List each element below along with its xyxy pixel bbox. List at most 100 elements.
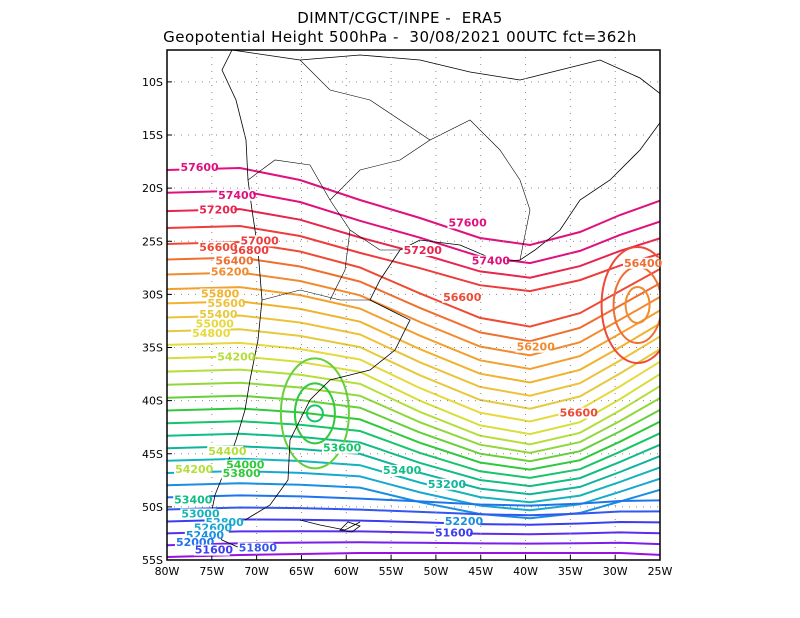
contour-label-background <box>207 445 244 457</box>
contour-label: 51600 <box>435 527 474 540</box>
contour-label: 54400 <box>208 445 247 458</box>
contour-label-background <box>209 266 246 278</box>
contour-line <box>167 457 660 504</box>
contour-label: 55400 <box>199 308 238 321</box>
contour-label: 53400 <box>383 464 422 477</box>
x-tick-label: 70W <box>244 565 269 578</box>
contour-label: 52200 <box>445 515 484 528</box>
contour-label: 56600 <box>443 291 482 304</box>
coastlines <box>209 50 660 549</box>
x-tick-label: 60W <box>334 565 359 578</box>
contour-label: 55800 <box>201 288 240 301</box>
contour-label-background <box>194 318 231 330</box>
contour-label-background <box>184 529 221 541</box>
contour-line <box>167 552 660 558</box>
y-tick-label: 15S <box>142 129 163 142</box>
contour-label-background <box>434 527 471 539</box>
contour-label-background <box>442 291 479 303</box>
contour-line <box>167 286 660 371</box>
country-border <box>261 289 370 301</box>
contour-label-background <box>179 162 216 174</box>
contour-label-background <box>198 204 235 216</box>
contour-label: 57600 <box>448 216 487 229</box>
contour-label-background <box>192 522 229 534</box>
contour-label-background <box>382 464 419 476</box>
x-axis-ticks: 80W 75W 70W 65W 60W 55W 50W 45W 40W 35W 30W 25W <box>155 555 673 578</box>
contour-label-background <box>214 255 251 267</box>
contour-line <box>167 407 660 471</box>
chart-title-line-2: Geopotential Height 500hPa - 30/08/2021 … <box>163 28 637 46</box>
y-tick-label: 55S <box>142 554 163 567</box>
country-border <box>299 59 531 261</box>
contour-label-background <box>239 235 276 247</box>
contour-line <box>167 300 660 384</box>
contour-label: 56200 <box>517 341 556 354</box>
contour-label: 57200 <box>404 244 443 257</box>
contour-line <box>167 530 660 536</box>
contour-label: 55000 <box>196 317 235 330</box>
x-tick-label: 45W <box>468 565 493 578</box>
contour-label: 53400 <box>174 494 213 507</box>
contour-label: 57200 <box>199 204 238 217</box>
contour-label: 56600 <box>560 407 599 420</box>
contour-line <box>167 208 660 279</box>
y-axis-ticks: 10S 15S 20S 25S 30S 35S 40S 45S 50S 55S <box>142 76 172 567</box>
gridlines <box>167 50 660 560</box>
y-tick-label: 40S <box>142 395 163 408</box>
contour-label: 56200 <box>211 265 250 278</box>
contour-label-background <box>200 288 237 300</box>
coastline <box>244 122 660 521</box>
contour-label-background <box>216 351 253 363</box>
contour-line <box>167 224 660 293</box>
contour-line <box>167 368 660 446</box>
contour-closed-high <box>600 246 660 364</box>
contour-label-background <box>191 327 228 339</box>
contour-label: 51600 <box>195 544 234 557</box>
x-tick-label: 65W <box>289 565 314 578</box>
contour-label-background <box>470 255 507 267</box>
contour-line <box>167 394 660 463</box>
y-tick-label: 45S <box>142 448 163 461</box>
contour-label-background <box>623 257 659 269</box>
contour-label: 53800 <box>223 467 262 480</box>
contour-lines <box>167 166 660 558</box>
contour-line <box>167 494 660 507</box>
contour-label: 56400 <box>624 257 663 270</box>
contour-label: 57000 <box>241 234 280 247</box>
x-tick-label: 75W <box>199 565 224 578</box>
contour-label: 51800 <box>239 542 278 555</box>
y-tick-label: 50S <box>142 501 163 514</box>
contour-label-background <box>206 298 243 310</box>
y-tick-label: 30S <box>142 288 163 301</box>
x-tick-label: 25W <box>648 565 673 578</box>
contour-line <box>167 314 660 397</box>
plot-frame <box>166 49 661 561</box>
contour-label-background <box>174 463 211 475</box>
contour-label-background <box>558 407 595 419</box>
contour-label: 56600 <box>199 241 238 254</box>
contour-line <box>167 506 660 517</box>
x-tick-label: 35W <box>558 565 583 578</box>
contour-line <box>167 256 660 343</box>
contour-line <box>167 381 660 454</box>
x-tick-label: 80W <box>155 565 180 578</box>
contour-label: 54200 <box>217 350 256 363</box>
contour-label-background <box>447 217 484 229</box>
contour-line <box>167 469 660 512</box>
contour-label: 57400 <box>218 189 257 202</box>
contour-closed-low <box>279 357 350 470</box>
country-border <box>329 229 351 301</box>
x-tick-label: 55W <box>379 565 404 578</box>
y-tick-label: 20S <box>142 182 163 195</box>
contour-label-background <box>426 478 463 490</box>
contour-label-background <box>221 468 258 480</box>
contour-line <box>167 240 660 328</box>
coastline <box>231 50 660 94</box>
contour-closed-high <box>624 286 651 324</box>
contour-label-background <box>225 459 262 471</box>
x-tick-label: 50W <box>423 565 448 578</box>
contour-label: 53600 <box>323 442 362 455</box>
contour-line <box>167 328 660 410</box>
contour-label-background <box>321 442 358 454</box>
